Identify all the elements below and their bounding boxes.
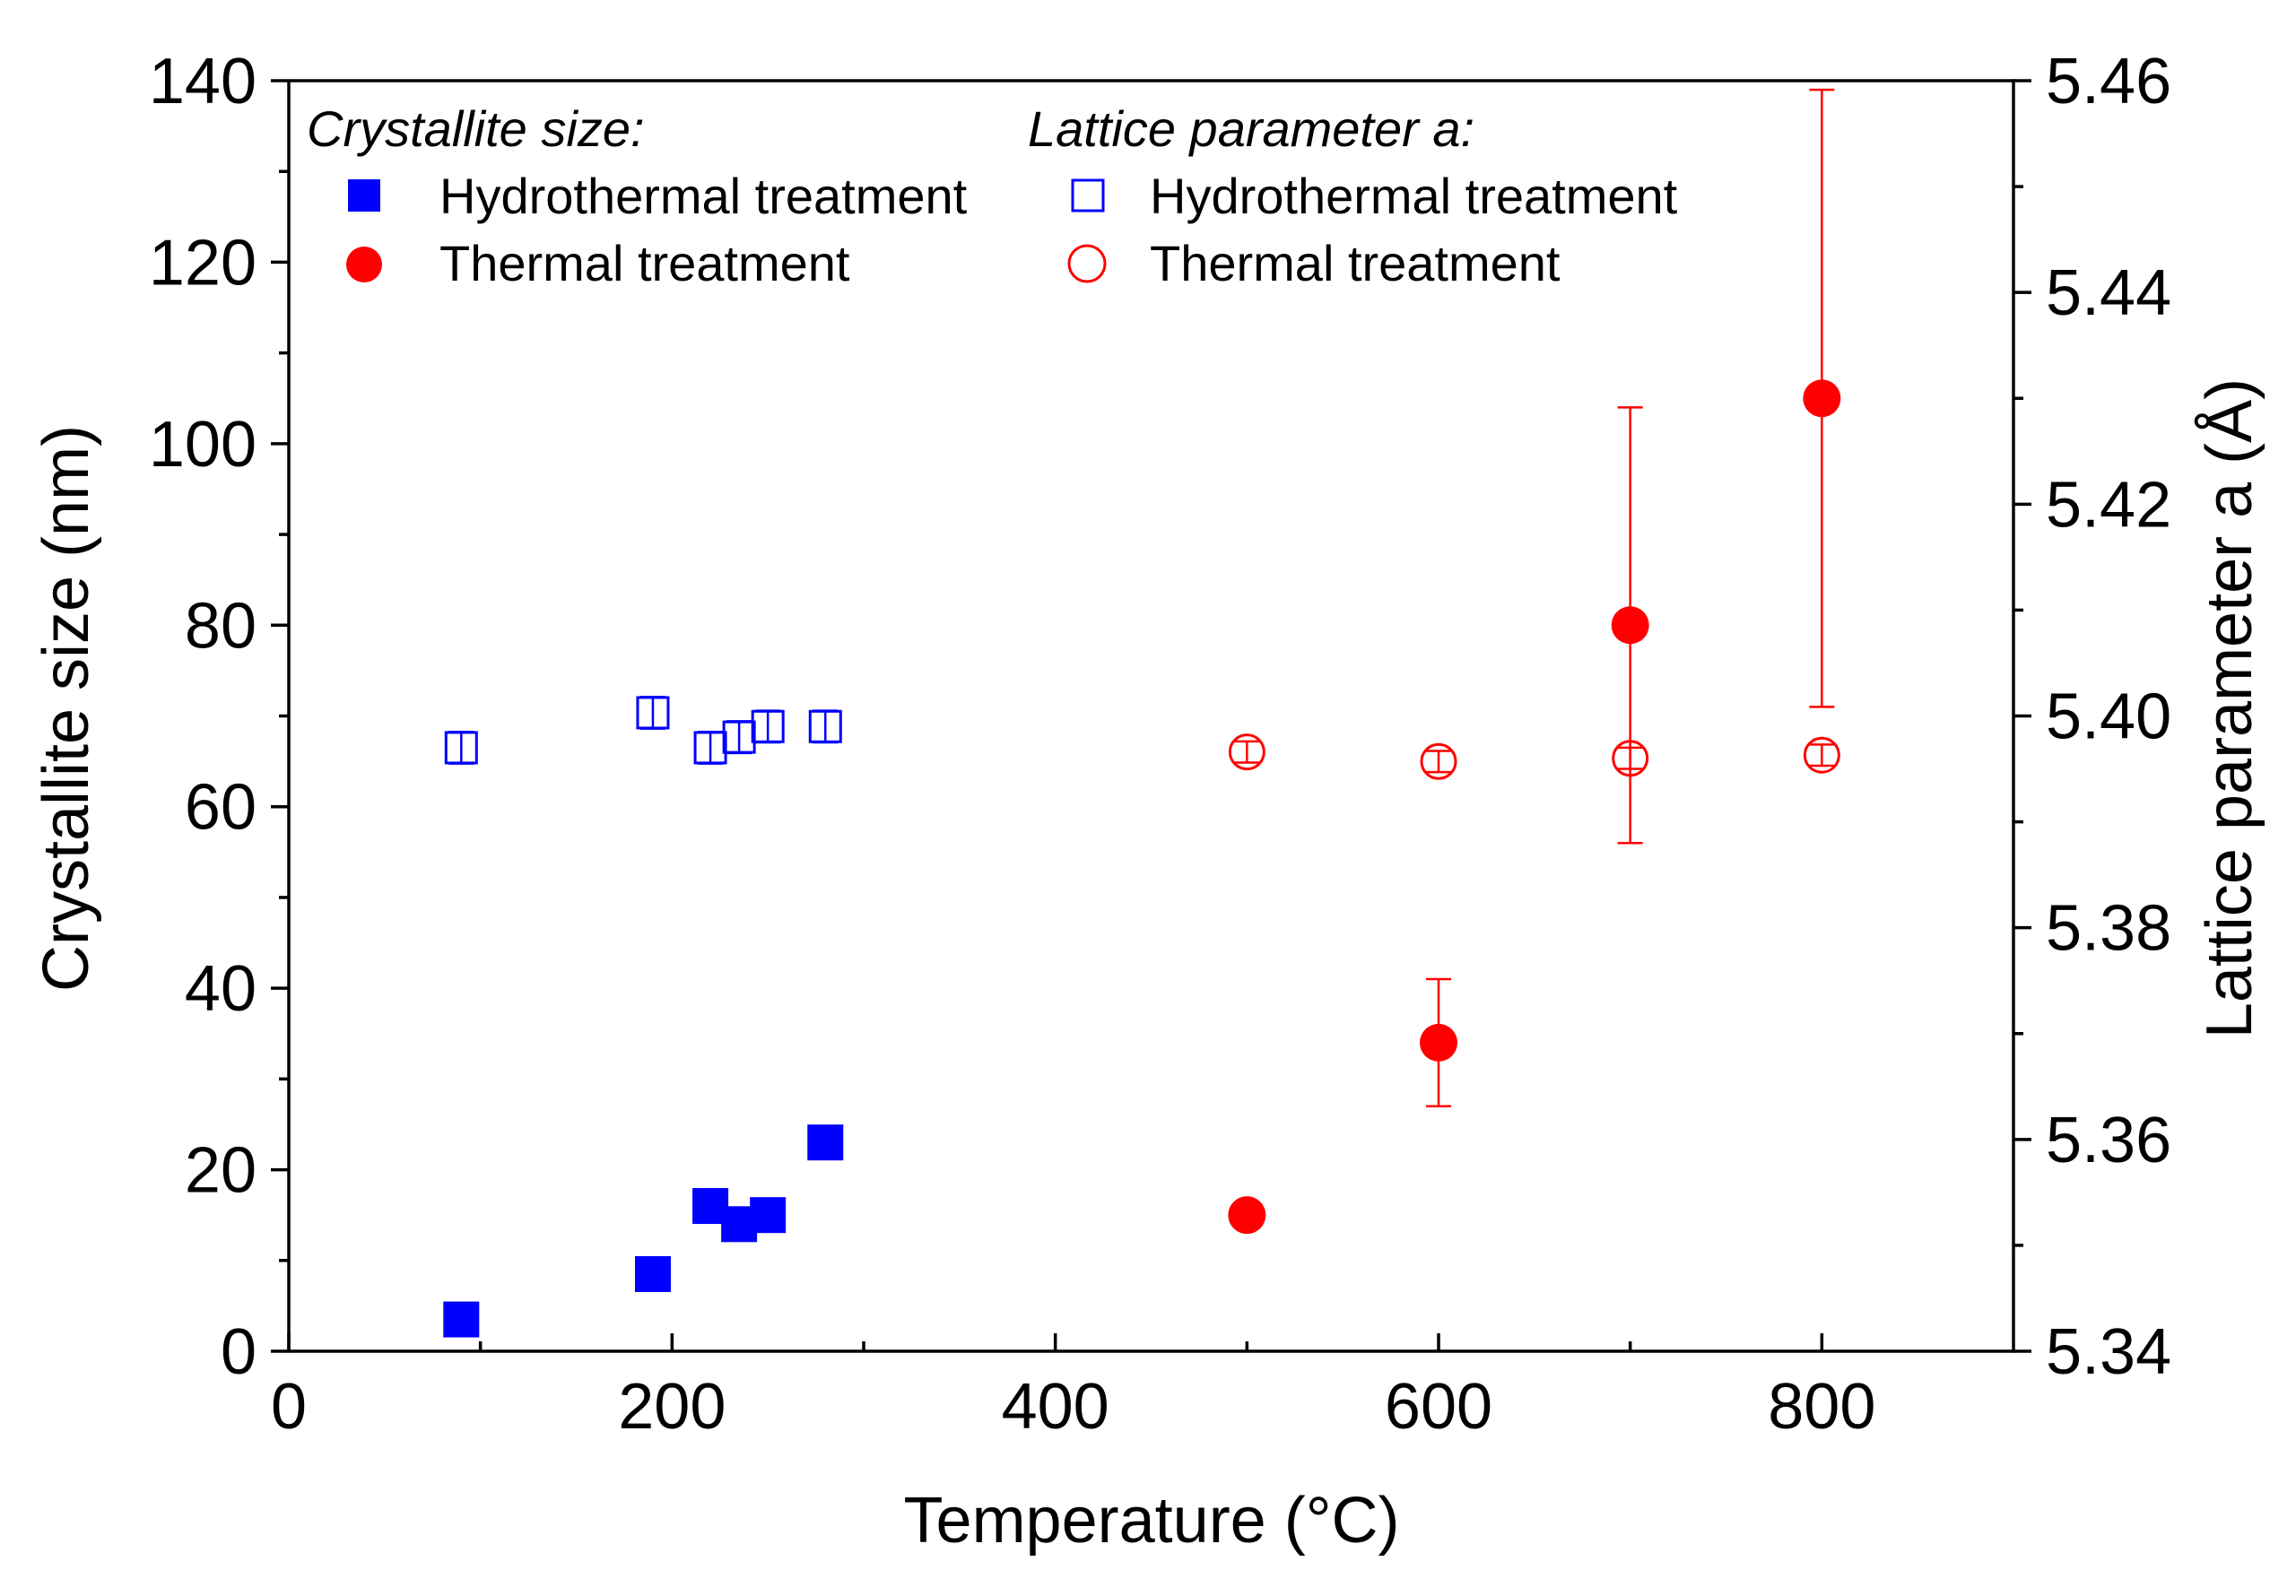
legend-label-thermal-size: Thermal treatment [439, 235, 850, 291]
x-tick-label: 800 [1768, 1371, 1875, 1443]
data-point [1420, 1023, 1457, 1062]
data-layer [443, 88, 1841, 1338]
data-point [443, 1301, 480, 1338]
series-2 [444, 695, 842, 765]
y-tick-label: 120 [149, 227, 257, 299]
data-point [1611, 606, 1649, 645]
data-point [808, 709, 842, 743]
legend: Crystallite size: Hydrothermal treatment… [307, 100, 1678, 291]
x-axis-title: Temperature (°C) [904, 1485, 1400, 1557]
y-tick-label: 100 [149, 409, 257, 481]
series-3 [1228, 733, 1840, 780]
data-point [751, 709, 785, 743]
legend-heading-crystallite: Crystallite size: [307, 100, 645, 157]
data-point [1228, 733, 1265, 771]
legend-heading-lattice: Lattice parameter a: [1028, 100, 1474, 157]
x-tick-label: 200 [618, 1371, 726, 1443]
legend-marker-hydrothermal-size [348, 179, 380, 212]
x-tick-label: 600 [1385, 1371, 1492, 1443]
y2-tick-label: 5.36 [2046, 1105, 2171, 1176]
y-tick-label: 80 [185, 590, 257, 662]
legend-marker-thermal-lattice [1067, 244, 1107, 283]
y2-tick-label: 5.38 [2046, 893, 2171, 965]
data-point [1420, 742, 1457, 780]
y-tick-label: 40 [185, 953, 257, 1025]
data-point [693, 731, 727, 765]
y2-tick-label: 5.44 [2046, 257, 2171, 329]
data-point [634, 1255, 671, 1292]
data-point [1612, 740, 1649, 777]
x-tick-label: 0 [271, 1371, 307, 1443]
y2-tick-label: 5.40 [2046, 681, 2171, 753]
data-point [722, 720, 756, 754]
data-point [1228, 1196, 1266, 1235]
data-point [636, 696, 670, 730]
data-point [444, 731, 478, 765]
legend-marker-hydrothermal-lattice [1071, 178, 1105, 213]
axes-layer: 0 200 400 600 800 0 20 40 60 80 100 120 140 5.34 5.36 5… [149, 46, 2171, 1443]
y2-tick-label: 5.42 [2046, 469, 2171, 541]
y-tick-label: 140 [149, 46, 257, 117]
y-tick-label: 0 [221, 1316, 257, 1388]
series-1 [1228, 88, 1841, 1235]
legend-marker-thermal-size [346, 247, 382, 282]
y2-axis-title: Lattice parameter a (Å) [2194, 378, 2266, 1038]
series-0 [443, 1124, 844, 1338]
data-point [750, 1197, 787, 1234]
y-axis-title: Crystallite size (nm) [30, 425, 102, 992]
y-tick-label: 60 [185, 772, 257, 844]
legend-label-hydrothermal-size: Hydrothermal treatment [439, 168, 968, 224]
y2-tick-label: 5.34 [2046, 1316, 2171, 1388]
x-tick-label: 400 [1002, 1371, 1109, 1443]
data-point [807, 1124, 844, 1161]
data-point [1803, 736, 1840, 774]
legend-label-thermal-lattice: Thermal treatment [1150, 235, 1561, 291]
y2-tick-label: 5.46 [2046, 46, 2171, 117]
y-tick-label: 20 [185, 1135, 257, 1207]
data-point [1803, 379, 1841, 418]
legend-label-hydrothermal-lattice: Hydrothermal treatment [1150, 168, 1678, 224]
